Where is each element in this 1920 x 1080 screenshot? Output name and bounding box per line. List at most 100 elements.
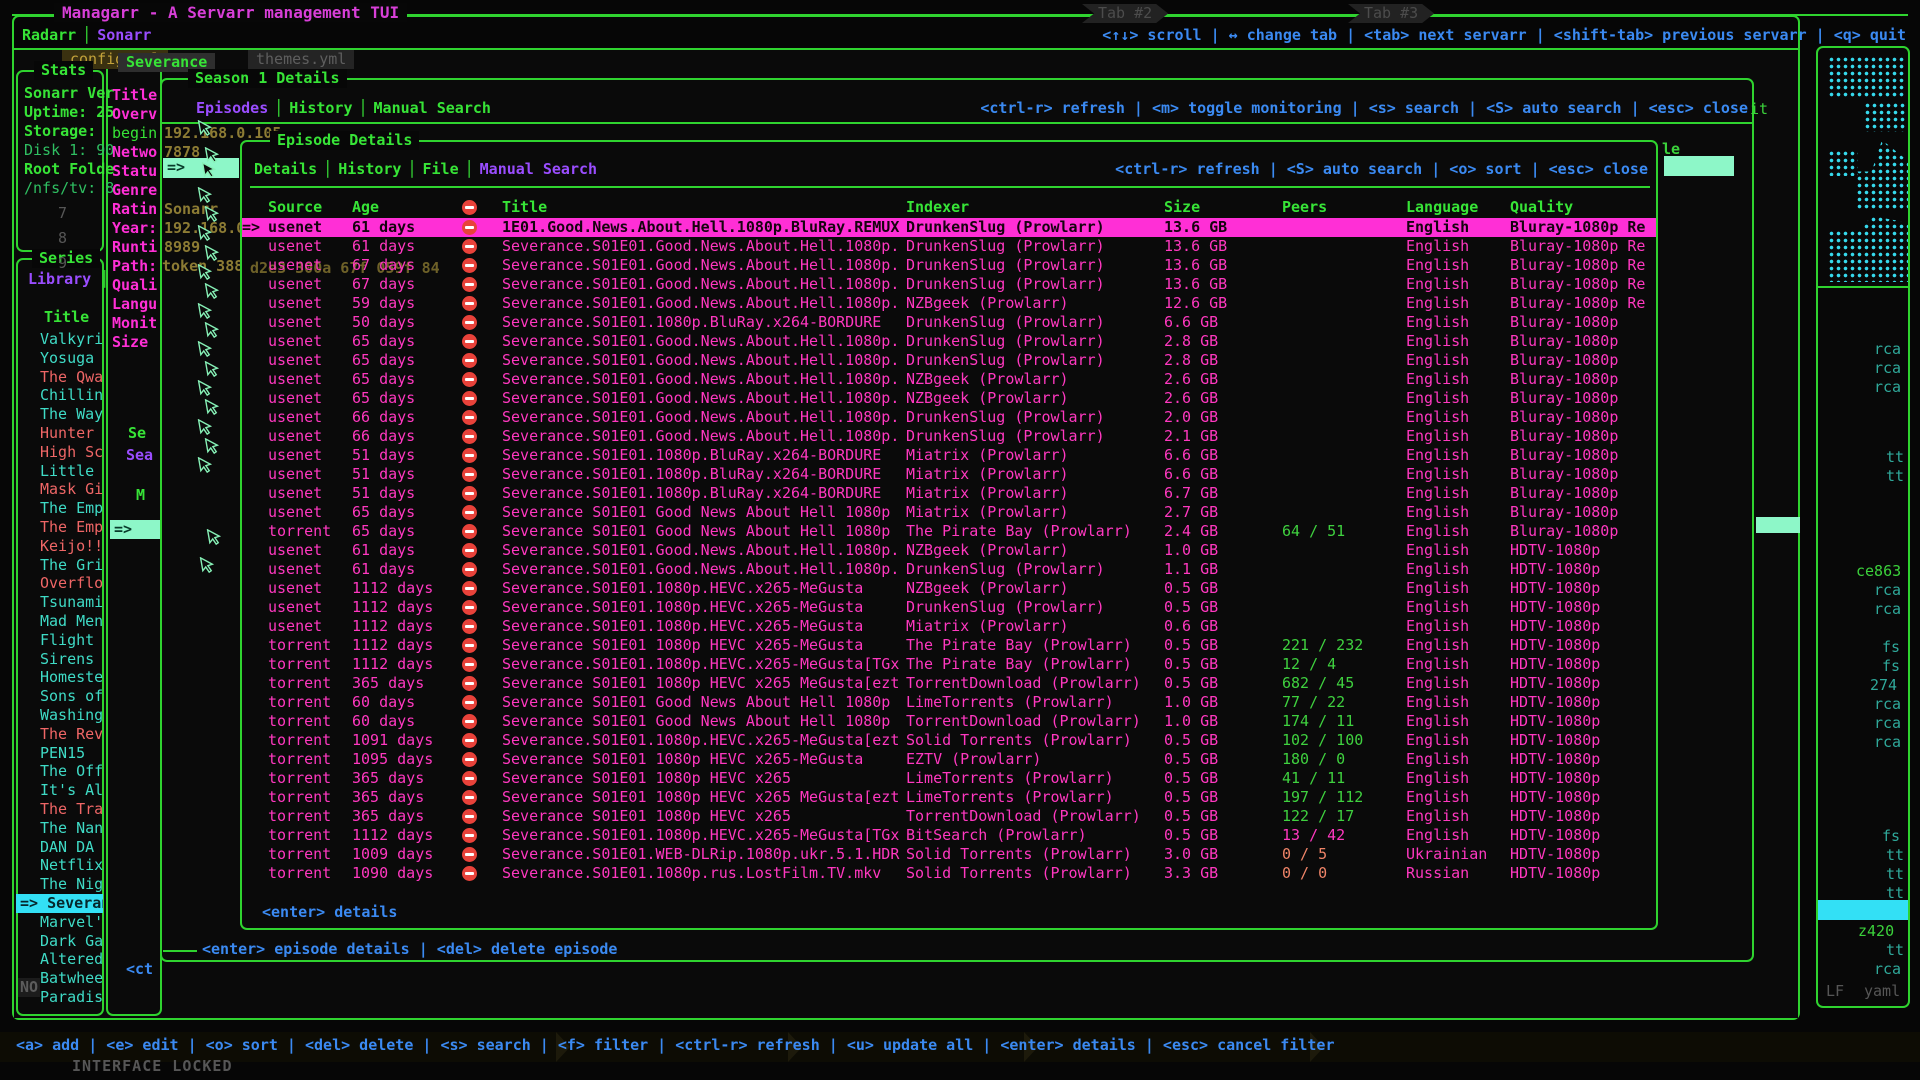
search-result-row[interactable]: usenet 61 days Severance.S01E01.Good.News.…: [242, 541, 1656, 560]
series-list-item[interactable]: Sons of: [16, 687, 103, 706]
series-list-item[interactable]: Sirens: [16, 650, 103, 669]
search-result-row[interactable]: usenet 1112 days Severance.S01E01.1080p.HE…: [242, 617, 1656, 636]
series-list-item[interactable]: DAN DA: [16, 838, 103, 857]
seasons-fragment-tab[interactable]: Sea: [126, 446, 154, 464]
search-result-row[interactable]: torrent 365 days Severance S01E01 1080p HE…: [242, 807, 1656, 826]
mouse-cursor-ghost-icon: [197, 119, 213, 143]
search-result-row[interactable]: usenet 67 days Severance.S01E01.Good.News.…: [242, 275, 1656, 294]
cell-indexer: DrunkenSlug (Prowlarr): [906, 313, 1105, 331]
series-list-item[interactable]: The Rev: [16, 725, 103, 744]
search-result-row[interactable]: torrent 1091 days Severance.S01E01.1080p.H…: [242, 731, 1656, 750]
search-result-row[interactable]: usenet 51 days Severance.S01E01.1080p.BluR…: [242, 446, 1656, 465]
search-result-row[interactable]: torrent 60 days Severance S01E01 Good News…: [242, 693, 1656, 712]
search-result-row[interactable]: usenet 1112 days Severance.S01E01.1080p.HE…: [242, 579, 1656, 598]
cell-peers: 102 / 100: [1282, 731, 1364, 749]
cell-peers: [1282, 598, 1406, 617]
series-list-item[interactable]: Keijo!!: [16, 537, 103, 556]
search-result-row[interactable]: torrent 1095 days Severance S01E01 1080p H…: [242, 750, 1656, 769]
servarr-tab-sonarr[interactable]: Sonarr: [97, 26, 152, 44]
cell-language: English: [1406, 655, 1470, 673]
search-result-row[interactable]: torrent 1009 days Severance.S01E01.WEB-DLR…: [242, 845, 1656, 864]
search-result-row[interactable]: torrent 1112 days Severance.S01E01.1080p.H…: [242, 655, 1656, 674]
series-list-item[interactable]: Flight: [16, 631, 103, 650]
series-list-item[interactable]: Washing: [16, 706, 103, 725]
series-list-item[interactable]: Chillin: [16, 386, 103, 405]
search-result-row[interactable]: usenet 66 days Severance.S01E01.Good.News.…: [242, 427, 1656, 446]
series-list-item[interactable]: High Sc: [16, 443, 103, 462]
series-list-item[interactable]: The Way: [16, 405, 103, 424]
search-result-row[interactable]: usenet 67 days Severance.S01E01.Good.News.…: [242, 256, 1656, 275]
search-result-row[interactable]: torrent 65 days Severance S01E01 Good News…: [242, 522, 1656, 541]
search-result-row[interactable]: usenet 65 days Severance.S01E01.Good.News.…: [242, 370, 1656, 389]
search-result-row[interactable]: torrent 1112 days Severance S01E01 1080p H…: [242, 636, 1656, 655]
search-result-row[interactable]: usenet 50 days Severance.S01E01.1080p.BluR…: [242, 313, 1656, 332]
search-result-row[interactable]: usenet 59 days Severance.S01E01.Good.News.…: [242, 294, 1656, 313]
series-list-item[interactable]: The Off: [16, 762, 103, 781]
search-result-row[interactable]: usenet 65 days Severance.S01E01.Good.News.…: [242, 332, 1656, 351]
search-result-row[interactable]: => usenet 61 days 1E01.Good.News.About.Hell…: [242, 218, 1656, 237]
series-list-item[interactable]: Tsunami: [16, 593, 103, 612]
search-result-row[interactable]: usenet 1112 days Severance.S01E01.1080p.HE…: [242, 598, 1656, 617]
series-list-item[interactable]: The Gri: [16, 556, 103, 575]
episode-popup-footer: <enter> details: [262, 903, 398, 921]
series-list-item[interactable]: Dark Ga: [16, 932, 103, 951]
series-list-item[interactable]: Altered: [16, 950, 103, 969]
search-result-row[interactable]: torrent 1090 days Severance.S01E01.1080p.r…: [242, 864, 1656, 883]
search-result-row[interactable]: usenet 66 days Severance.S01E01.Good.News.…: [242, 408, 1656, 427]
cell-peers: 180 / 0: [1282, 750, 1346, 768]
series-list-item[interactable]: The Emp: [16, 499, 103, 518]
season-tab-episodes[interactable]: Episodes: [196, 99, 269, 117]
season-tab-history[interactable]: History: [289, 99, 353, 117]
cell-quality: Bluray-1080p: [1510, 484, 1619, 502]
library-tab-label[interactable]: Library: [28, 270, 92, 288]
cell-peers: [1282, 484, 1406, 503]
search-result-row[interactable]: usenet 65 days Severance.S01E01.Good.News.…: [242, 389, 1656, 408]
series-list-item[interactable]: Paradis: [16, 988, 103, 1007]
scrollbar-thumb[interactable]: [1756, 517, 1800, 533]
series-list-item[interactable]: Batwhee: [16, 969, 103, 988]
search-result-row[interactable]: usenet 65 days Severance S01E01 Good News …: [242, 503, 1656, 522]
search-result-row[interactable]: torrent 60 days Severance S01E01 Good News…: [242, 712, 1656, 731]
search-result-row[interactable]: usenet 61 days Severance.S01E01.Good.News.…: [242, 560, 1656, 579]
search-result-row[interactable]: usenet 51 days Severance.S01E01.1080p.BluR…: [242, 484, 1656, 503]
series-list-item[interactable]: The Nan: [16, 819, 103, 838]
series-list-item[interactable]: Little: [16, 462, 103, 481]
search-result-row[interactable]: torrent 365 days Severance S01E01 1080p HE…: [242, 769, 1656, 788]
popup-tab-history[interactable]: History: [338, 160, 402, 178]
background-artifact: z420: [1858, 922, 1895, 940]
popup-tab-details[interactable]: Details: [254, 160, 318, 178]
series-list-item[interactable]: Homeste: [16, 668, 103, 687]
series-library-tab[interactable]: Library │: [28, 270, 109, 289]
search-result-row[interactable]: usenet 51 days Severance.S01E01.1080p.BluR…: [242, 465, 1656, 484]
series-list-item[interactable]: Mad Men: [16, 612, 103, 631]
seasons-selected-row-fragment[interactable]: =>: [110, 520, 160, 539]
series-list-item[interactable]: Mask Gi: [16, 480, 103, 499]
series-title: DAN DA: [40, 837, 95, 856]
series-list-item[interactable]: Marvel': [16, 913, 103, 932]
series-list-item[interactable]: It's Al: [16, 781, 103, 800]
series-list-item[interactable]: The Emp: [16, 518, 103, 537]
cell-title: Severance.S01E01.1080p.HEVC.x265-MeGusta…: [502, 826, 900, 844]
stats-panel-title: Stats: [34, 61, 94, 80]
popup-tab-manual-search[interactable]: Manual Search: [479, 160, 598, 178]
search-result-row[interactable]: usenet 65 days Severance.S01E01.Good.News.…: [242, 351, 1656, 370]
search-result-row[interactable]: torrent 1112 days Severance.S01E01.1080p.H…: [242, 826, 1656, 845]
series-list-item[interactable]: Netflix: [16, 856, 103, 875]
popup-tab-file[interactable]: File: [422, 160, 459, 178]
search-result-row[interactable]: torrent 365 days Severance S01E01 1080p HE…: [242, 788, 1656, 807]
servarr-tab-radarr[interactable]: Radarr: [22, 26, 77, 44]
scrollbar-thumb[interactable]: [1664, 156, 1734, 176]
series-list-item[interactable]: Valkyri: [16, 330, 103, 349]
series-list-item[interactable]: The Qwa: [16, 368, 103, 387]
series-list-item[interactable]: The Nig: [16, 875, 103, 894]
series-list-item[interactable]: => Severan: [16, 893, 103, 913]
series-list-item[interactable]: PEN15: [16, 744, 103, 763]
series-detail-field: Path:: [112, 257, 158, 275]
series-list-item[interactable]: Hunter: [16, 424, 103, 443]
search-result-row[interactable]: torrent 365 days Severance S01E01 1080p HE…: [242, 674, 1656, 693]
search-result-row[interactable]: usenet 61 days Severance.S01E01.Good.News.…: [242, 237, 1656, 256]
series-list-item[interactable]: Overflo: [16, 574, 103, 593]
series-list-item[interactable]: Yosuga: [16, 349, 103, 368]
season-tab-manual-search[interactable]: Manual Search: [373, 99, 491, 117]
series-list-item[interactable]: The Tra: [16, 800, 103, 819]
